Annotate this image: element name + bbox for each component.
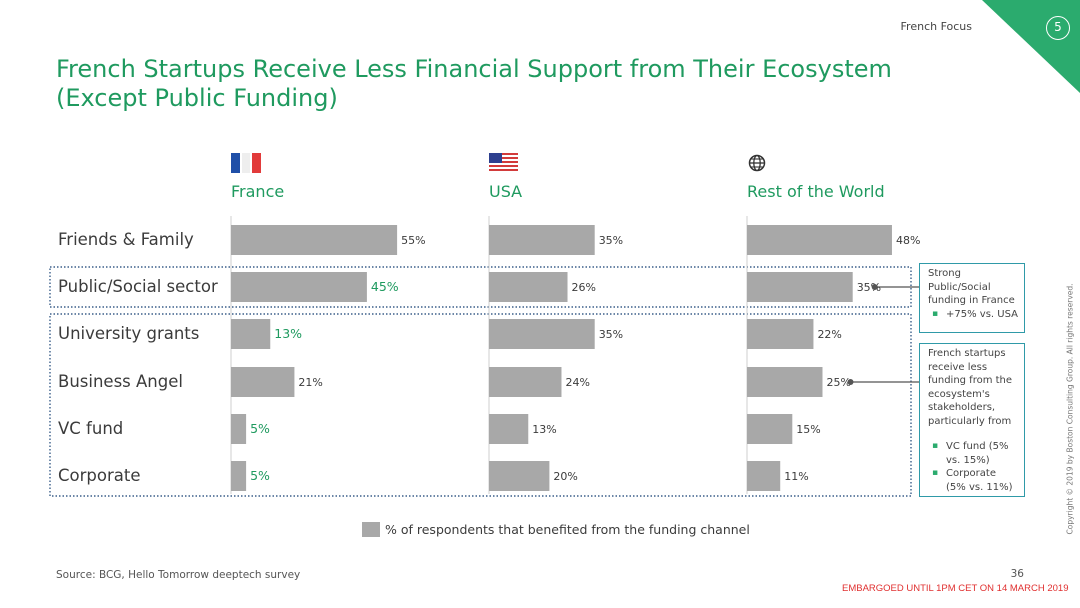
- legend-label: % of respondents that benefited from the…: [385, 522, 750, 537]
- connector-dot: [871, 284, 878, 290]
- data-label: 55%: [401, 234, 425, 247]
- data-label: 21%: [298, 376, 322, 389]
- bar: [231, 367, 295, 397]
- bar: [231, 225, 398, 255]
- data-label: 45%: [371, 279, 399, 294]
- bar: [231, 272, 367, 302]
- embargo-notice: EMBARGOED UNTIL 1PM CET ON 14 MARCH 2019: [842, 583, 1069, 594]
- data-label: 11%: [784, 470, 808, 483]
- data-label: 20%: [553, 470, 577, 483]
- bar: [489, 461, 550, 491]
- france-flag-icon: [231, 153, 261, 173]
- category-label: University grants: [58, 324, 200, 343]
- category-label: Corporate: [58, 466, 141, 485]
- data-label: 24%: [565, 376, 589, 389]
- panel-heading-france: France: [231, 182, 285, 201]
- panel-heading-rest-of-world: Rest of the World: [747, 182, 885, 201]
- data-label: 25%: [827, 376, 851, 389]
- callout-text: French startups receive less funding fro…: [928, 348, 1013, 427]
- bar: [231, 319, 271, 349]
- bar: [231, 461, 247, 491]
- data-label: 13%: [532, 423, 556, 436]
- data-label: 35%: [599, 328, 623, 341]
- bar: [489, 319, 595, 349]
- title-line-1: French Startups Receive Less Financial S…: [56, 55, 892, 83]
- bar: [747, 319, 814, 349]
- data-label: 22%: [817, 328, 841, 341]
- legend-swatch: [362, 522, 380, 537]
- bar: [489, 367, 562, 397]
- panel-heading-usa: USA: [489, 182, 523, 201]
- callout-bullet: VC fund (5% vs. 15%): [932, 440, 1018, 467]
- connector-dot: [847, 379, 854, 385]
- data-label: 15%: [796, 423, 820, 436]
- bar: [489, 272, 568, 302]
- slide-number: 36: [1010, 568, 1024, 580]
- bar: [747, 461, 781, 491]
- category-label: VC fund: [58, 419, 124, 438]
- callout-public-funding: Strong Public/Social funding in France +…: [919, 263, 1025, 333]
- data-label: 48%: [896, 234, 920, 247]
- highlight-box-less-funding: [49, 313, 912, 497]
- usa-flag-icon: [489, 153, 518, 173]
- callout-bullet: Corporate (5% vs. 11%): [932, 467, 1018, 494]
- title-line-2: (Except Public Funding): [56, 84, 338, 112]
- data-label: 5%: [250, 421, 270, 436]
- source-note: Source: BCG, Hello Tomorrow deeptech sur…: [56, 569, 301, 581]
- bar: [747, 414, 793, 444]
- bar: [747, 225, 892, 255]
- callout-bullet: +75% vs. USA: [932, 308, 1018, 322]
- data-label: 5%: [250, 468, 270, 483]
- callout-text: Strong Public/Social funding in France: [928, 268, 1015, 306]
- bar: [747, 272, 853, 302]
- data-label: 35%: [599, 234, 623, 247]
- callout-less-funding: French startups receive less funding fro…: [919, 343, 1025, 497]
- copyright-notice: Copyright © 2019 by Boston Consulting Gr…: [1065, 283, 1075, 535]
- globe-icon: [748, 154, 766, 172]
- bar: [747, 367, 823, 397]
- data-label: 26%: [572, 281, 596, 294]
- data-label: 13%: [274, 326, 302, 341]
- bar: [489, 225, 595, 255]
- page-number-badge: 5: [1046, 16, 1070, 40]
- category-label: Public/Social sector: [58, 277, 218, 296]
- page-title: French Startups Receive Less Financial S…: [56, 55, 956, 113]
- section-label: French Focus: [900, 20, 972, 33]
- bar: [231, 414, 247, 444]
- category-label: Friends & Family: [58, 230, 194, 249]
- category-label: Business Angel: [58, 372, 183, 391]
- bar: [489, 414, 529, 444]
- highlight-box-public: [49, 266, 912, 308]
